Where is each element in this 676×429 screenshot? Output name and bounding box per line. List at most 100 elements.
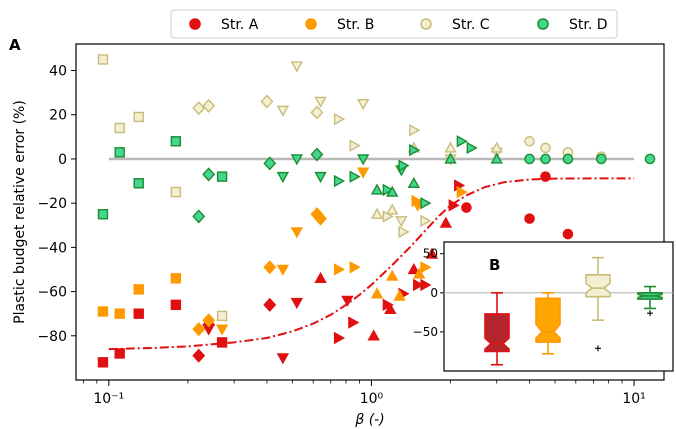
data-point — [314, 271, 327, 284]
data-point — [216, 171, 228, 182]
data-point — [202, 167, 216, 182]
data-point — [356, 98, 370, 111]
data-point — [333, 112, 346, 126]
data-point — [97, 54, 109, 65]
data-point — [540, 171, 551, 182]
data-point — [393, 289, 406, 301]
y-tick-label: −20 — [37, 196, 67, 212]
x-tick-label: 10¹ — [622, 391, 645, 407]
data-point — [202, 98, 216, 113]
series-str-d — [97, 135, 656, 224]
data-point — [260, 94, 274, 109]
legend-label: Str. B — [337, 17, 374, 33]
data-point — [382, 183, 394, 197]
data-point — [97, 306, 109, 317]
data-point — [407, 263, 421, 275]
legend-marker — [537, 18, 549, 30]
data-point — [349, 170, 361, 183]
data-point — [133, 284, 144, 295]
data-point — [192, 101, 206, 116]
notched-box — [585, 273, 611, 298]
x-tick-label: 10⁰ — [360, 391, 384, 407]
data-point — [456, 185, 468, 199]
notched-box — [535, 297, 561, 343]
data-point — [290, 154, 304, 166]
data-point — [413, 267, 426, 279]
data-point — [420, 278, 432, 292]
data-point — [524, 135, 535, 147]
data-point — [395, 216, 408, 228]
data-point — [540, 153, 551, 165]
data-point — [349, 139, 361, 152]
legend-marker — [189, 18, 201, 30]
data-point — [367, 329, 380, 341]
y-tick-label: 40 — [49, 64, 67, 80]
box-str-c — [585, 256, 611, 352]
data-point — [420, 196, 432, 210]
data-point — [420, 214, 432, 228]
data-point — [349, 261, 361, 274]
data-point — [133, 178, 144, 189]
data-point — [386, 185, 399, 197]
data-point — [356, 167, 370, 179]
legend-label: Str. D — [569, 17, 608, 33]
legend-label: Str. A — [221, 17, 259, 33]
x-axis-label: β (-) — [354, 412, 384, 428]
data-point — [412, 278, 425, 292]
data-point — [114, 122, 125, 134]
data-point — [425, 247, 439, 259]
data-point — [562, 228, 574, 240]
data-point — [310, 147, 324, 162]
data-point — [333, 263, 346, 276]
y-tick-label: 0 — [58, 152, 67, 168]
outlier-marker — [595, 345, 601, 352]
legend-marker — [305, 18, 317, 30]
data-point — [398, 159, 410, 172]
data-point — [133, 111, 144, 123]
data-point — [263, 260, 277, 275]
data-point — [314, 211, 327, 226]
data-point — [382, 298, 394, 312]
data-point — [170, 186, 182, 198]
data-point — [97, 209, 109, 220]
data-point — [333, 331, 346, 345]
data-point — [444, 141, 457, 153]
data-point — [192, 322, 206, 337]
data-point — [263, 156, 277, 171]
data-point — [215, 324, 229, 336]
data-point — [398, 225, 410, 239]
data-point — [276, 264, 290, 276]
y-tick-label: −60 — [37, 285, 67, 301]
data-point — [409, 124, 421, 137]
data-point — [490, 152, 503, 164]
y-tick-label: 20 — [49, 108, 67, 124]
data-point — [192, 348, 206, 363]
data-point — [114, 348, 125, 359]
y-tick-label: −80 — [37, 329, 67, 345]
data-point — [386, 203, 399, 215]
legend-marker — [420, 18, 432, 30]
plot-area — [97, 54, 656, 368]
data-point — [192, 209, 206, 224]
data-point — [314, 96, 327, 108]
data-point — [114, 147, 125, 158]
data-point — [444, 152, 457, 164]
data-point — [276, 105, 290, 117]
fit-curve — [108, 177, 635, 351]
data-point — [461, 202, 472, 213]
data-point — [290, 61, 304, 73]
panel-label-b: B — [489, 256, 500, 274]
data-point — [409, 143, 421, 157]
data-point — [276, 171, 290, 184]
panel-label-a: A — [9, 36, 21, 54]
data-point — [562, 153, 574, 165]
data-point — [407, 176, 421, 188]
notched-box — [484, 313, 510, 353]
data-point — [216, 337, 228, 348]
legend-label: Str. C — [452, 17, 490, 33]
box-str-b — [535, 292, 561, 355]
inset-y-tick-label: 50 — [423, 247, 438, 261]
data-point — [290, 227, 304, 239]
axes-frame — [75, 43, 665, 381]
